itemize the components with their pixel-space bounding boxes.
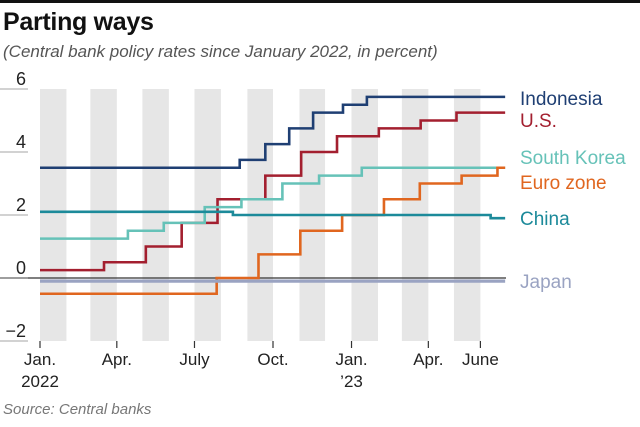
y-tick-label: 4: [16, 132, 26, 152]
top-rule: [0, 0, 640, 3]
y-tick-label: 6: [16, 69, 26, 89]
source-note: Source: Central banks: [3, 401, 152, 418]
series-lines: [40, 95, 506, 296]
chart-subtitle: (Central bank policy rates since January…: [3, 42, 438, 61]
series-line-indonesia: [40, 95, 506, 170]
series-label: U.S.: [520, 111, 557, 132]
series-label: Indonesia: [520, 89, 603, 110]
x-tick-label: Jan.: [24, 350, 56, 369]
month-band: [90, 89, 117, 341]
month-band: [40, 89, 67, 341]
x-tick-label: July: [179, 350, 210, 369]
series-label: Japan: [520, 272, 572, 293]
x-tick-year-label: 2022: [21, 372, 59, 391]
x-tick-label: Oct.: [257, 350, 288, 369]
x-tick-year-label: ’23: [340, 372, 363, 391]
series-line-china: [40, 210, 506, 220]
y-tick-label: −2: [5, 321, 26, 341]
x-tick-label: June: [462, 350, 499, 369]
x-tick-label: Apr.: [413, 350, 443, 369]
month-bands: [40, 89, 481, 341]
series-label: Euro zone: [520, 173, 607, 194]
x-axis: Jan. 2022 Apr. July Oct. Jan. ’23 Apr. June: [21, 341, 499, 391]
month-band: [142, 89, 169, 341]
y-axis: 6 4 2 0 −2: [0, 69, 28, 342]
series-line-u-s-: [40, 111, 506, 272]
chart-title: Parting ways: [3, 8, 154, 36]
series-line-south-korea: [40, 166, 506, 240]
y-tick-label: 0: [16, 258, 26, 278]
series-label: China: [520, 209, 570, 230]
series-label: South Korea: [520, 148, 626, 169]
y-tick-label: 2: [16, 195, 26, 215]
x-tick-label: Apr.: [102, 350, 132, 369]
x-tick-label: Jan.: [335, 350, 367, 369]
